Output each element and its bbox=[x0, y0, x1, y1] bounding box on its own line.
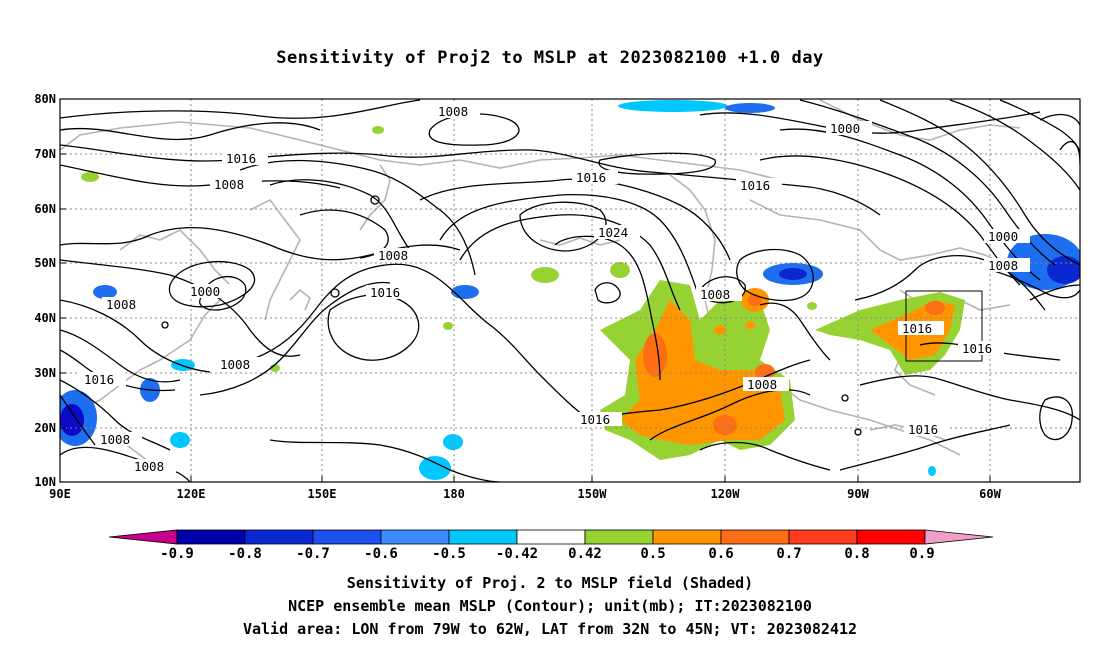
positive-sensitivity-shading bbox=[81, 126, 965, 460]
colorbar-swatch bbox=[312, 529, 382, 545]
lon-label: 120W bbox=[711, 487, 741, 501]
contour-label: 1008 bbox=[700, 287, 730, 302]
contour-label: 1008 bbox=[378, 248, 408, 263]
lat-label: 30N bbox=[34, 366, 56, 380]
colorbar-swatch bbox=[176, 529, 246, 545]
contour-label: 1016 bbox=[226, 151, 256, 166]
lon-label: 120E bbox=[177, 487, 206, 501]
figure-title: Sensitivity of Proj2 to MSLP at 20230821… bbox=[276, 48, 824, 68]
colorbar-label: 0.5 bbox=[640, 546, 665, 562]
contour-label: 1000 bbox=[190, 284, 220, 299]
colorbar-swatch bbox=[788, 529, 858, 545]
contour-label: 1000 bbox=[988, 229, 1018, 244]
colorbar-swatch bbox=[516, 529, 586, 545]
contour-label: 1016 bbox=[576, 170, 606, 185]
contour-label: 1016 bbox=[902, 321, 932, 336]
contour-label: 1008 bbox=[134, 459, 164, 474]
colorbar-label: 0.42 bbox=[568, 546, 602, 562]
lon-label: 150E bbox=[308, 487, 337, 501]
contour-label: 1008 bbox=[100, 432, 130, 447]
colorbar-label: 0.7 bbox=[776, 546, 801, 562]
contour-label: 1008 bbox=[220, 357, 250, 372]
colorbar-label: -0.6 bbox=[364, 546, 398, 562]
contour-label: 1016 bbox=[908, 422, 938, 437]
lon-label: 60W bbox=[979, 487, 1001, 501]
colorbar-labels: -0.9 -0.8 -0.7 -0.6 -0.5 -0.42 0.42 0.5 … bbox=[160, 546, 935, 562]
footer-line-contour: NCEP ensemble mean MSLP (Contour); unit(… bbox=[288, 597, 812, 615]
contour-label: 1008 bbox=[438, 104, 468, 119]
colorbar-label: 0.9 bbox=[909, 546, 934, 562]
lat-label: 50N bbox=[34, 256, 56, 270]
lon-label: 180 bbox=[443, 487, 465, 501]
contour-label: 1008 bbox=[747, 377, 777, 392]
colorbar-label: -0.7 bbox=[296, 546, 330, 562]
contour-label: 1016 bbox=[370, 285, 400, 300]
lat-label: 40N bbox=[34, 311, 56, 325]
colorbar-swatch bbox=[380, 529, 450, 545]
colorbar-swatch bbox=[584, 529, 654, 545]
colorbar-label: -0.42 bbox=[496, 546, 538, 562]
lat-label: 70N bbox=[34, 147, 56, 161]
footer-line-shading: Sensitivity of Proj. 2 to MSLP field (Sh… bbox=[346, 574, 754, 592]
lat-label: 10N bbox=[34, 475, 56, 489]
lat-label: 80N bbox=[34, 92, 56, 106]
axis-ticks bbox=[59, 98, 991, 483]
colorbar-label: -0.5 bbox=[432, 546, 466, 562]
map-plot-area bbox=[60, 99, 1080, 482]
colorbar-swatch bbox=[720, 529, 790, 545]
colorbar-swatch bbox=[652, 529, 722, 545]
contour-label: 1008 bbox=[988, 258, 1018, 273]
contour-label: 1016 bbox=[962, 341, 992, 356]
contour-label: 1016 bbox=[580, 412, 610, 427]
lat-label: 20N bbox=[34, 421, 56, 435]
contour-label: 1016 bbox=[740, 178, 770, 193]
contour-label: 1024 bbox=[598, 225, 628, 240]
contour-label: 1008 bbox=[106, 297, 136, 312]
colorbar-arrow-low bbox=[108, 529, 178, 545]
colorbar-label: 0.8 bbox=[844, 546, 869, 562]
longitude-labels: 90E 120E 150E 180 150W 120W 90W 60W bbox=[49, 487, 1001, 501]
mslp-contours bbox=[60, 99, 1080, 482]
colorbar-label: -0.8 bbox=[228, 546, 262, 562]
lon-label: 90E bbox=[49, 487, 71, 501]
colorbar-swatch bbox=[448, 529, 518, 545]
footer-line-valid-area: Valid area: LON from 79W to 62W, LAT fro… bbox=[242, 620, 858, 638]
lat-label: 60N bbox=[34, 202, 56, 216]
colorbar-label: 0.6 bbox=[708, 546, 733, 562]
colorbar bbox=[108, 529, 994, 545]
colorbar-arrow-high bbox=[924, 529, 994, 545]
map-frame bbox=[59, 98, 1081, 483]
colorbar-swatch bbox=[856, 529, 926, 545]
colorbar-label: -0.9 bbox=[160, 546, 194, 562]
contour-label: 1016 bbox=[84, 372, 114, 387]
contour-labels: 1008 1016 1008 1008 1000 1008 1016 1008 … bbox=[80, 104, 1030, 474]
contour-label: 1008 bbox=[214, 177, 244, 192]
lon-label: 90W bbox=[847, 487, 869, 501]
latitude-labels: 80N 70N 60N 50N 40N 30N 20N 10N bbox=[34, 92, 56, 489]
lon-label: 150W bbox=[578, 487, 608, 501]
contour-label: 1000 bbox=[830, 121, 860, 136]
colorbar-swatch bbox=[244, 529, 314, 545]
